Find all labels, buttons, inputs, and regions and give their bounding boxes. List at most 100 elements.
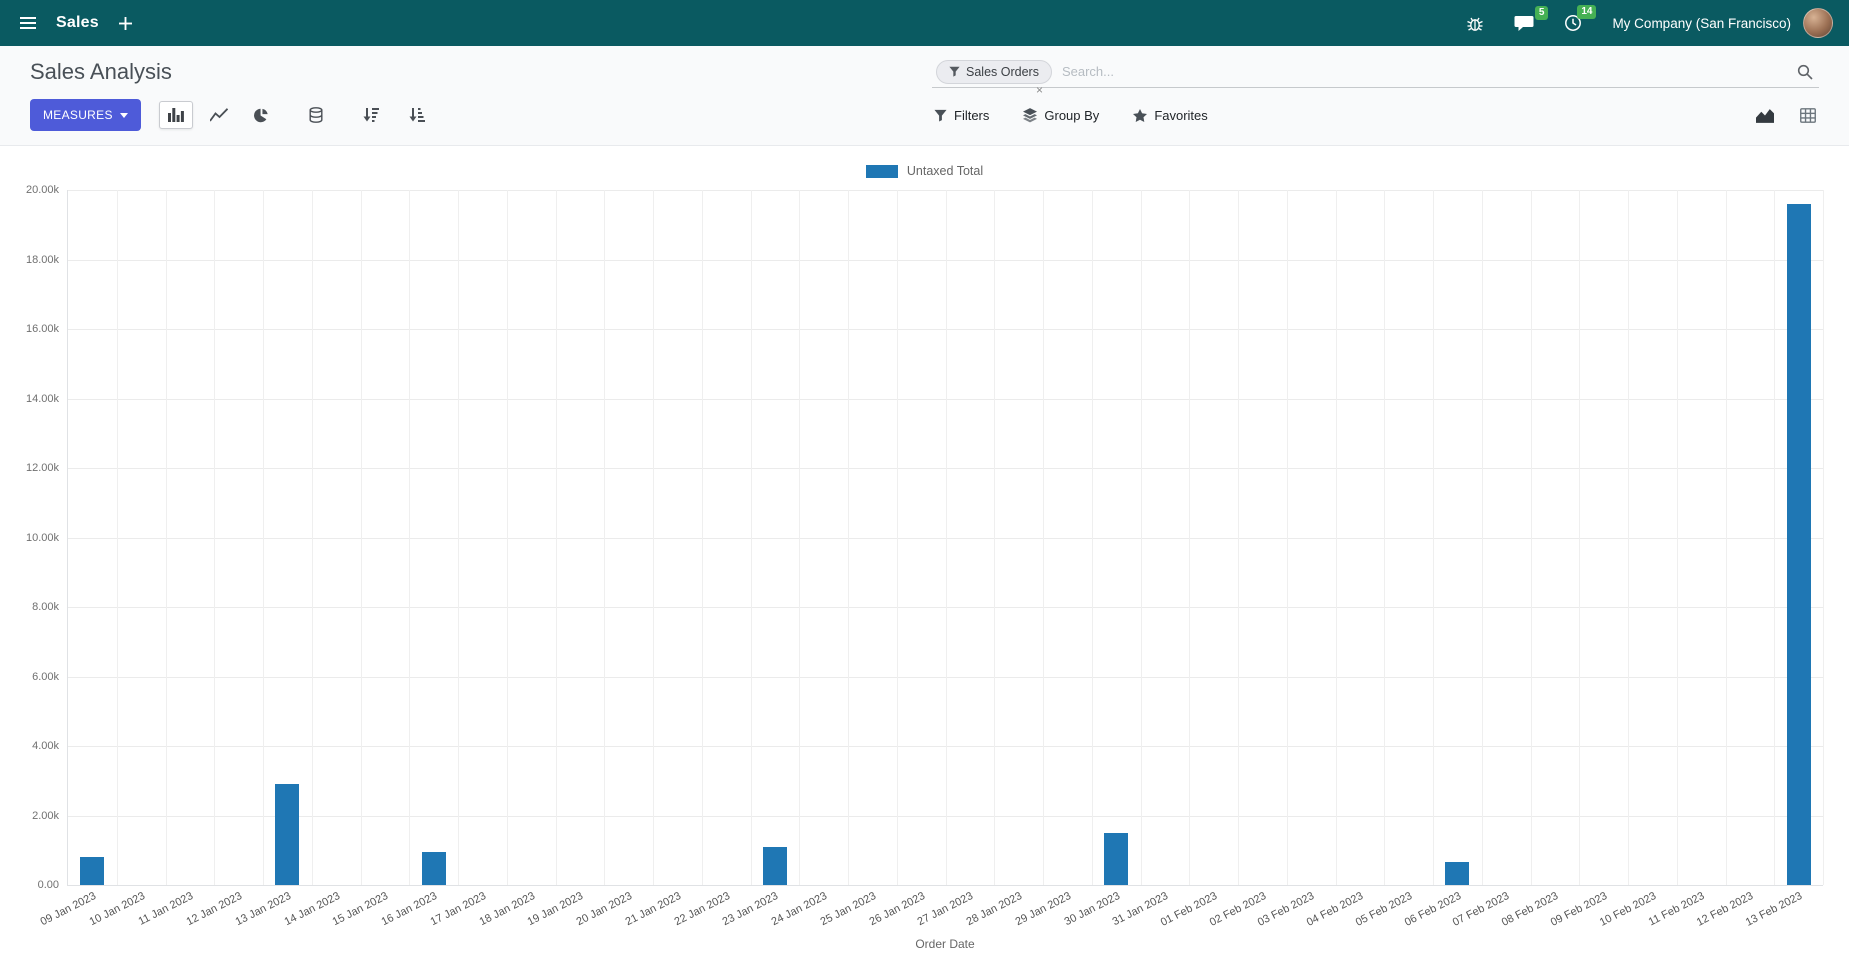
v-gridline [263, 190, 264, 885]
chart-bar[interactable] [762, 847, 787, 885]
clock-icon [1565, 15, 1582, 31]
pie-chart-icon [253, 108, 268, 122]
sort-ascending-button[interactable] [400, 101, 434, 129]
top-navbar: Sales 5 14 My Company (San Francisco) [0, 0, 1849, 46]
y-tick-label: 14.00k [25, 392, 59, 405]
v-gridline [214, 190, 216, 885]
line-chart-button[interactable] [201, 101, 237, 129]
messages-badge: 5 [1534, 5, 1549, 20]
v-gridline [994, 190, 996, 885]
caret-down-icon [119, 112, 128, 118]
pie-chart-button[interactable] [245, 101, 278, 130]
y-tick-label: 12.00k [25, 462, 59, 474]
view-switcher [1753, 105, 1819, 126]
v-gridline [1238, 190, 1239, 885]
stacked-icon [309, 107, 323, 123]
v-gridline [116, 190, 118, 885]
page-title: Sales Analysis [30, 59, 172, 84]
plus-icon [118, 16, 132, 30]
v-gridline [1335, 190, 1337, 885]
x-tick-label: 13 Jan 2023 [233, 890, 293, 929]
chart-bar[interactable] [1786, 203, 1811, 885]
sort-desc-icon [363, 108, 379, 122]
v-gridline [1189, 190, 1191, 885]
y-tick-label: 10.00k [25, 531, 59, 544]
layers-icon [1023, 107, 1038, 122]
search-button[interactable] [1795, 62, 1815, 82]
bar-chart-button[interactable] [158, 101, 193, 129]
apps-menu-button[interactable] [16, 12, 40, 34]
v-gridline [1433, 190, 1434, 885]
measures-button[interactable]: MEASURES [30, 99, 141, 131]
debug-button[interactable] [1464, 13, 1486, 34]
filter-icon [949, 66, 960, 77]
v-gridline [1286, 190, 1288, 885]
sort-descending-button[interactable] [354, 101, 388, 129]
search-input[interactable] [1051, 64, 1795, 79]
v-gridline [1823, 190, 1824, 885]
x-tick-label: 17 Jan 2023 [428, 890, 488, 929]
app-name[interactable]: Sales [56, 14, 99, 31]
v-gridline [555, 190, 557, 885]
chart-bar[interactable] [80, 857, 105, 885]
v-gridline [1384, 190, 1386, 885]
chart-bar[interactable] [275, 784, 300, 885]
x-tick-label: 29 Jan 2023 [1013, 890, 1073, 929]
y-tick-label: 6.00k [32, 670, 59, 683]
legend-item[interactable]: Untaxed Total [865, 164, 984, 178]
filters-label: Filters [954, 107, 990, 123]
v-gridline [750, 190, 752, 885]
pivot-view-icon [1800, 107, 1816, 123]
y-tick-label: 4.00k [32, 740, 59, 752]
plot-area: 0.00 2.00k 4.00k 6.00k 8.00k 10.00k 12.00k 14.0… [26, 184, 1824, 891]
hamburger-icon [20, 17, 36, 29]
y-tick-label: 2.00k [32, 809, 59, 822]
chat-icon [1514, 15, 1534, 31]
search-bar[interactable]: Sales Orders × [932, 56, 1819, 96]
user-avatar[interactable] [1803, 8, 1833, 38]
search-facet[interactable]: Sales Orders × [936, 59, 1052, 96]
v-gridline [799, 190, 801, 885]
y-tick-label: 18.00k [25, 253, 59, 266]
y-tick-label: 20.00k [25, 184, 59, 196]
bug-icon [1467, 17, 1484, 31]
pivot-view-button[interactable] [1797, 105, 1819, 126]
x-tick-label: 10 Jan 2023 [87, 890, 147, 929]
chart-area: Untaxed Total 0.00 2.00k 4.00k 6.00k 8.00k 10… [0, 146, 1849, 952]
v-gridline [1530, 190, 1532, 885]
chart-bar[interactable] [421, 852, 446, 885]
filters-button[interactable]: Filters [932, 104, 991, 127]
sort-controls [354, 101, 434, 129]
control-panel: Sales Analysis MEASURES [0, 46, 1849, 146]
v-gridline [1140, 190, 1142, 885]
search-icon [1797, 64, 1813, 80]
chart-bar[interactable] [1104, 832, 1129, 885]
stacked-toggle-button[interactable] [300, 100, 332, 130]
v-gridline [409, 190, 411, 885]
v-gridline [604, 190, 606, 885]
graph-view-icon [1756, 108, 1774, 123]
v-gridline [1579, 190, 1581, 885]
star-icon [1133, 108, 1148, 122]
y-tick-label: 8.00k [32, 601, 59, 613]
facet-remove-icon[interactable]: × [1035, 82, 1043, 97]
x-tick-label: 21 Jan 2023 [623, 890, 683, 929]
chart-type-switcher [158, 101, 278, 130]
chart-bar[interactable] [1445, 862, 1470, 885]
v-gridline [1091, 190, 1093, 885]
favorites-label: Favorites [1154, 107, 1208, 123]
new-tab-button[interactable] [115, 13, 136, 34]
x-axis-labels: 09 Jan 2023 10 Jan 2023 11 Jan 2023 12 Jan … [38, 886, 1823, 936]
v-gridline [1628, 190, 1629, 885]
graph-view-button[interactable] [1753, 105, 1777, 126]
v-gridline [848, 190, 849, 885]
activities-button[interactable]: 14 [1562, 5, 1597, 34]
x-tick-label: 25 Jan 2023 [818, 890, 878, 929]
legend-label: Untaxed Total [906, 164, 984, 178]
company-switcher[interactable]: My Company (San Francisco) [1612, 15, 1791, 31]
favorites-button[interactable]: Favorites [1131, 104, 1209, 127]
v-gridline [1043, 190, 1044, 885]
group-by-button[interactable]: Group By [1021, 104, 1101, 127]
measures-label: MEASURES [43, 108, 113, 122]
messages-button[interactable]: 5 [1512, 5, 1549, 34]
